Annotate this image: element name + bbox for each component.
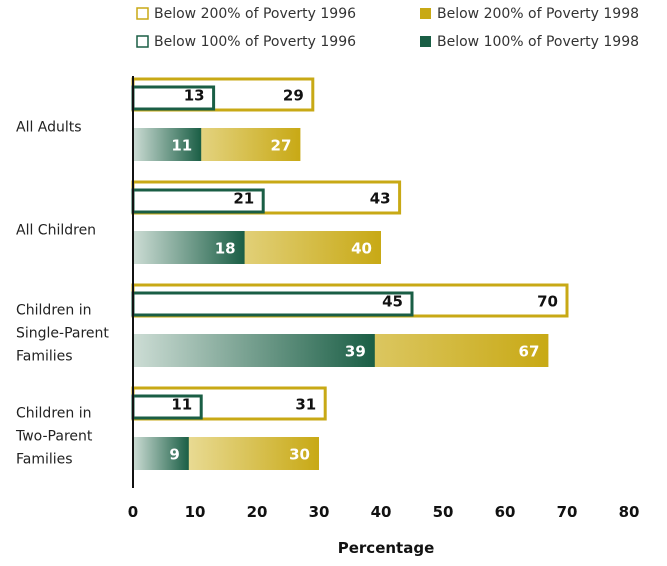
bar-100pct-1998-0 <box>133 128 202 161</box>
x-tick-20: 20 <box>247 503 268 521</box>
label-100pct-1998-2: 39 <box>345 343 366 361</box>
label-200pct-1998-1: 40 <box>351 240 372 258</box>
legend-swatch-below-200-of-poverty-1998 <box>420 8 431 19</box>
legend-swatch-below-200-of-poverty-1996 <box>136 7 149 20</box>
label-200pct-1996-3: 31 <box>295 396 316 414</box>
category-label-2: Children in Single-Parent Families <box>16 303 109 365</box>
label-100pct-1998-1: 18 <box>215 240 236 258</box>
legend-label-below-100-of-poverty-1998: Below 100% of Poverty 1998 <box>437 34 639 50</box>
label-100pct-1996-2: 45 <box>382 293 403 311</box>
x-tick-40: 40 <box>371 503 392 521</box>
bar-100pct-1996-2 <box>131 291 414 317</box>
label-200pct-1998-3: 30 <box>289 446 310 464</box>
bars-area: 29 13 27 11 43 21 40 18 70 45 67 39 31 11 30 9 <box>131 77 569 470</box>
legend-swatch-below-100-of-poverty-1996 <box>136 35 149 48</box>
label-100pct-1996-1: 21 <box>233 190 254 208</box>
x-axis-ticks: 0 10 20 30 40 50 60 70 80 <box>128 503 640 521</box>
legend-label-below-200-of-poverty-1996: Below 200% of Poverty 1996 <box>154 6 356 22</box>
label-200pct-1998-0: 27 <box>271 137 292 155</box>
label-100pct-1998-0: 11 <box>171 137 192 155</box>
x-tick-10: 10 <box>185 503 206 521</box>
x-tick-50: 50 <box>433 503 454 521</box>
label-100pct-1998-3: 9 <box>169 446 179 464</box>
bar-100pct-1998-2 <box>133 334 375 367</box>
x-axis-title: Percentage <box>338 539 435 557</box>
label-100pct-1996-3: 11 <box>171 396 192 414</box>
chart-legend: Below 200% of Poverty 1996 Below 200% of … <box>136 6 639 50</box>
label-200pct-1996-1: 43 <box>370 190 391 208</box>
label-200pct-1996-0: 29 <box>283 87 304 105</box>
legend-swatch-below-100-of-poverty-1998 <box>420 36 431 47</box>
label-200pct-1996-2: 70 <box>537 293 558 311</box>
category-label-0: All Adults <box>16 120 82 136</box>
bar-100pct-1998-1 <box>133 231 245 264</box>
x-tick-80: 80 <box>619 503 640 521</box>
bar-100pct-1998-3 <box>133 437 189 470</box>
category-label-3: Children in Two-Parent Families <box>15 406 93 468</box>
x-tick-60: 60 <box>495 503 516 521</box>
legend-label-below-100-of-poverty-1996: Below 100% of Poverty 1996 <box>154 34 356 50</box>
label-100pct-1996-0: 13 <box>184 87 205 105</box>
x-tick-70: 70 <box>557 503 578 521</box>
label-200pct-1998-2: 67 <box>519 343 540 361</box>
x-tick-30: 30 <box>309 503 330 521</box>
category-label-1: All Children <box>16 223 96 239</box>
legend-label-below-200-of-poverty-1998: Below 200% of Poverty 1998 <box>437 6 639 22</box>
category-labels: All Adults All Children Children in Single-… <box>15 120 109 468</box>
x-tick-0: 0 <box>128 503 138 521</box>
